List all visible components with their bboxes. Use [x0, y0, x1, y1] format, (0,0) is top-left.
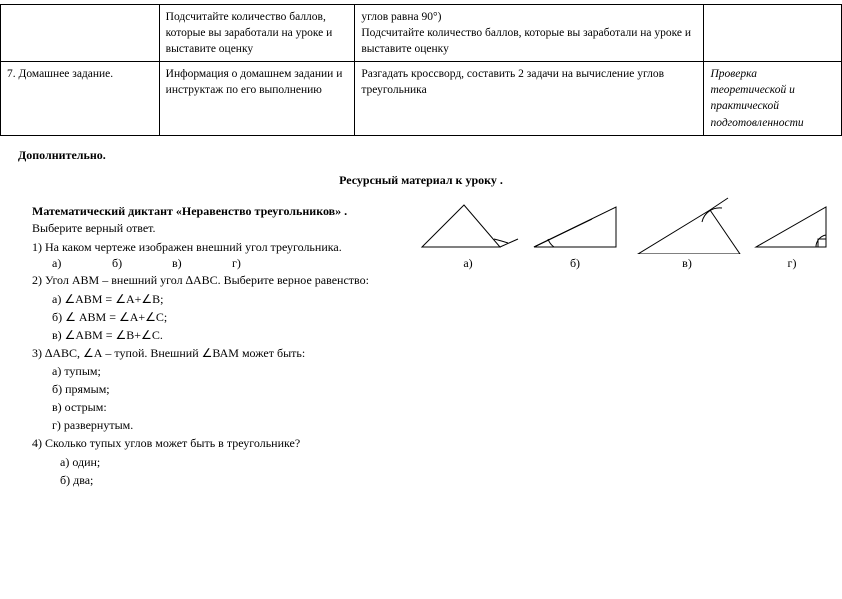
- figure-g-label: г): [752, 256, 832, 271]
- figure-b-label: б): [528, 256, 622, 271]
- figure-a-label: а): [414, 256, 522, 271]
- triangle-b-icon: [528, 199, 622, 254]
- q4-option-b: б) два;: [32, 471, 818, 489]
- q3-option-g: г) развернутым.: [32, 416, 818, 434]
- table-row: 7. Домашнее задание. Информация о домашн…: [1, 62, 842, 135]
- q3-option-b: б) прямым;: [32, 380, 818, 398]
- label-v: в): [172, 256, 232, 271]
- question-3: 3) ∆АВС, ∠А – тупой. Внешний ∠ВАМ может …: [32, 344, 818, 363]
- q3-option-v: в) острым:: [32, 398, 818, 416]
- triangle-g-icon: [752, 199, 832, 254]
- cell-r2-c1: 7. Домашнее задание.: [1, 62, 160, 135]
- label-b: б): [112, 256, 172, 271]
- figure-b: б): [528, 199, 622, 271]
- figure-g: г): [752, 199, 832, 271]
- cell-r1-c4: [704, 5, 842, 62]
- question-2: 2) Угол АВМ – внешний угол ∆АВС. Выберит…: [32, 271, 818, 290]
- figure-v: в): [628, 196, 746, 271]
- resource-title: Ресурсный материал к уроку .: [0, 173, 842, 188]
- figures-row: а) б) в) г): [414, 196, 832, 271]
- triangle-a-icon: [414, 199, 522, 254]
- question-4: 4) Сколько тупых углов может быть в треу…: [32, 434, 818, 453]
- table-row: Подсчитайте количество баллов, которые в…: [1, 5, 842, 62]
- label-a: а): [52, 256, 112, 271]
- cell-r2-c2: Информация о домашнем задании и инструкт…: [159, 62, 355, 135]
- q2-option-v: в) ∠АВМ = ∠В+∠С.: [32, 326, 818, 344]
- q4-option-a: а) один;: [32, 453, 818, 471]
- triangle-v-icon: [628, 196, 746, 254]
- figure-v-label: в): [628, 256, 746, 271]
- figure-a: а): [414, 199, 522, 271]
- cell-r2-c4: Проверка теоретической и практической по…: [704, 62, 842, 135]
- cell-r2-c3: Разгадать кроссворд, составить 2 задачи …: [355, 62, 704, 135]
- cell-r1-c3: углов равна 90°) Подсчитайте количество …: [355, 5, 704, 62]
- label-g: г): [232, 256, 292, 271]
- quiz-block: а) б) в) г) Матема: [0, 204, 842, 489]
- lesson-plan-table: Подсчитайте количество баллов, которые в…: [0, 4, 842, 136]
- cell-r1-c2: Подсчитайте количество баллов, которые в…: [159, 5, 355, 62]
- cell-r1-c1: [1, 5, 160, 62]
- additional-label: Дополнительно.: [18, 148, 842, 163]
- q3-option-a: а) тупым;: [32, 362, 818, 380]
- q2-option-b: б) ∠ АВМ = ∠А+∠С;: [32, 308, 818, 326]
- q2-option-a: а) ∠АВМ = ∠А+∠В;: [32, 290, 818, 308]
